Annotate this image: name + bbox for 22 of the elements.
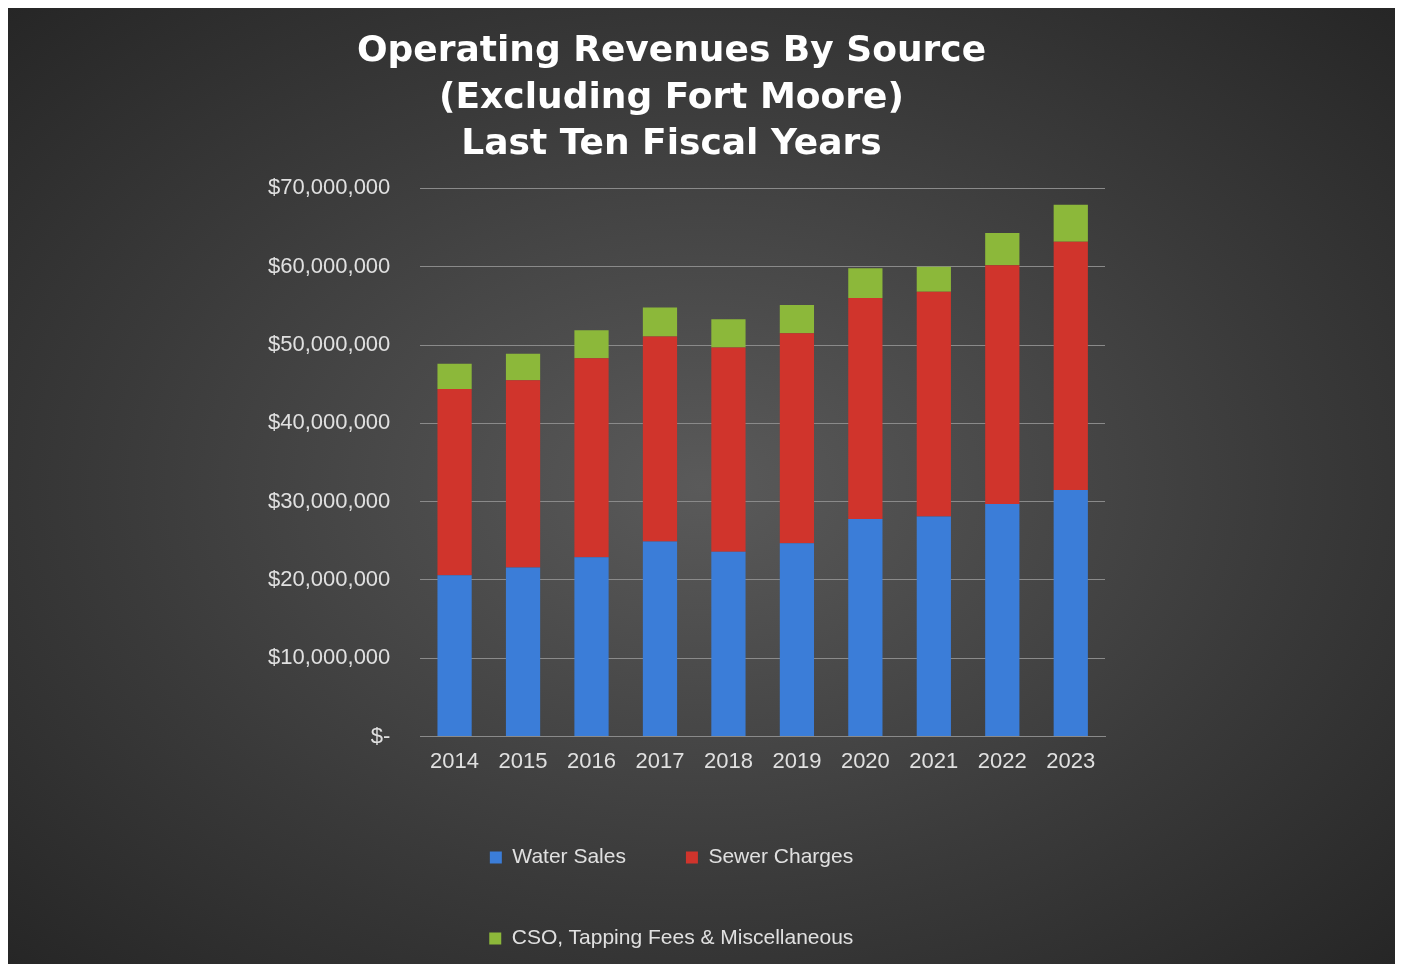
y-tick-label: $- bbox=[370, 722, 391, 748]
x-tick-label: 2017 bbox=[635, 747, 685, 773]
x-tick-label: 2016 bbox=[567, 747, 616, 773]
legend-label: CSO, Tapping Fees & Miscellaneous bbox=[511, 925, 854, 949]
chart-title: Operating Revenues By Source (Excluding Fort Moore) Last Ten Fiscal Years bbox=[356, 27, 987, 163]
x-tick-label: 2014 bbox=[430, 747, 480, 773]
legend-label: Water Sales bbox=[512, 844, 626, 868]
x-tick-label: 2021 bbox=[909, 747, 959, 773]
y-tick-label: $60,000,000 bbox=[268, 252, 391, 278]
x-tick-label: 2023 bbox=[1046, 747, 1096, 773]
y-tick-label: $30,000,000 bbox=[268, 487, 391, 513]
y-tick-label: $70,000,000 bbox=[268, 174, 391, 200]
x-tick-label: 2015 bbox=[498, 747, 548, 773]
x-tick-label: 2020 bbox=[840, 747, 890, 773]
legend-label: Sewer Charges bbox=[708, 844, 854, 868]
y-tick-label: $40,000,000 bbox=[268, 409, 391, 435]
y-tick-label: $10,000,000 bbox=[268, 644, 391, 670]
x-tick-label: 2018 bbox=[703, 747, 753, 773]
y-tick-label: $50,000,000 bbox=[268, 331, 391, 357]
y-tick-label: $20,000,000 bbox=[268, 566, 391, 592]
x-tick-label: 2019 bbox=[772, 747, 822, 773]
x-tick-label: 2022 bbox=[977, 747, 1027, 773]
